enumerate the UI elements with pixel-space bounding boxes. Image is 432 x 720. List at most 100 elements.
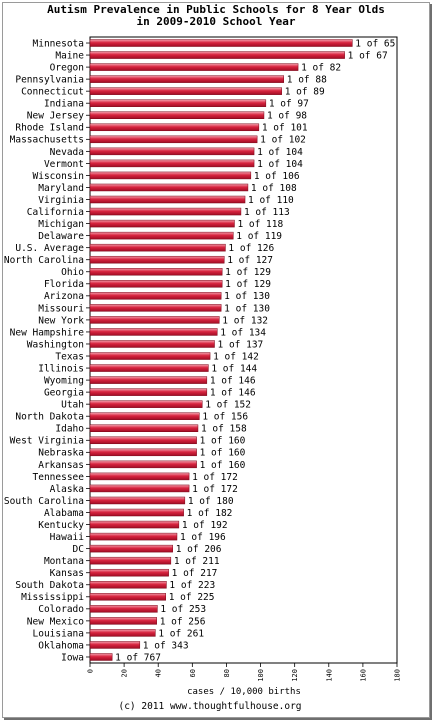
bar bbox=[89, 207, 242, 216]
data-label: 1 of 130 bbox=[224, 303, 270, 314]
category-label: Massachusetts bbox=[10, 135, 84, 146]
category-label: Arizona bbox=[44, 291, 84, 302]
category-label: Nebraska bbox=[38, 448, 84, 459]
bar bbox=[89, 183, 249, 192]
category-label: Oregon bbox=[50, 63, 84, 74]
category-label: Rhode Island bbox=[15, 123, 84, 134]
bar bbox=[89, 51, 345, 59]
bar bbox=[89, 135, 258, 144]
x-tick-label: 20 bbox=[121, 669, 129, 677]
category-label: South Dakota bbox=[15, 580, 84, 591]
bar bbox=[89, 376, 208, 384]
bar bbox=[89, 653, 113, 661]
bar bbox=[89, 147, 255, 156]
x-tick-label: 140 bbox=[325, 669, 333, 682]
category-label: DC bbox=[73, 544, 84, 555]
category-label: Mississippi bbox=[21, 592, 84, 603]
bar bbox=[89, 532, 178, 541]
data-label: 1 of 142 bbox=[213, 351, 259, 362]
data-label: 1 of 767 bbox=[115, 652, 161, 663]
category-label: Nevada bbox=[50, 147, 84, 158]
chart-title-line-2: in 2009-2010 School Year bbox=[137, 15, 296, 28]
x-tick-label: 160 bbox=[359, 669, 367, 682]
bar bbox=[89, 400, 203, 408]
x-tick-label: 180 bbox=[394, 669, 402, 682]
category-label: Colorado bbox=[38, 604, 84, 615]
category-label: Utah bbox=[61, 400, 84, 411]
data-label: 1 of 102 bbox=[260, 135, 306, 146]
data-label: 1 of 182 bbox=[187, 508, 233, 519]
bar bbox=[89, 568, 169, 577]
category-label: Iowa bbox=[61, 652, 84, 663]
category-label: Indiana bbox=[44, 99, 84, 110]
data-label: 1 of 101 bbox=[262, 123, 308, 134]
data-label: 1 of 253 bbox=[160, 604, 206, 615]
category-label: Florida bbox=[44, 279, 84, 290]
category-label: New Jersey bbox=[27, 111, 84, 122]
bar bbox=[89, 292, 222, 300]
bar bbox=[89, 448, 197, 457]
data-label: 1 of 98 bbox=[267, 111, 307, 122]
bar bbox=[89, 231, 234, 240]
bar bbox=[89, 195, 246, 204]
data-label: 1 of 104 bbox=[257, 159, 303, 170]
data-label: 1 of 172 bbox=[192, 472, 238, 483]
bar bbox=[89, 508, 184, 517]
data-label: 1 of 110 bbox=[248, 195, 294, 206]
data-label: 1 of 82 bbox=[301, 63, 341, 74]
bar bbox=[89, 412, 200, 420]
category-label: Texas bbox=[55, 351, 84, 362]
data-label: 1 of 152 bbox=[205, 400, 251, 411]
x-tick-label: 120 bbox=[291, 669, 299, 682]
bar bbox=[89, 388, 208, 396]
data-label: 1 of 211 bbox=[174, 556, 220, 567]
bar bbox=[89, 123, 260, 132]
data-label: 1 of 156 bbox=[202, 412, 248, 423]
data-label: 1 of 160 bbox=[200, 448, 246, 459]
bar bbox=[89, 280, 223, 288]
category-label: Delaware bbox=[38, 231, 84, 242]
category-label: North Dakota bbox=[15, 412, 84, 423]
bar bbox=[89, 87, 282, 95]
bar bbox=[89, 520, 180, 529]
data-label: 1 of 134 bbox=[220, 327, 266, 338]
bar bbox=[89, 268, 223, 276]
data-label: 1 of 130 bbox=[224, 291, 270, 302]
data-label: 1 of 343 bbox=[143, 640, 189, 651]
category-label: Michigan bbox=[38, 219, 84, 230]
data-label: 1 of 192 bbox=[182, 520, 228, 531]
bar bbox=[89, 352, 211, 360]
data-label: 1 of 127 bbox=[227, 255, 273, 266]
x-axis-label: cases / 10,000 births bbox=[187, 687, 301, 697]
category-label: Maine bbox=[55, 50, 84, 61]
category-label: New Hampshire bbox=[10, 327, 85, 338]
category-label: West Virginia bbox=[10, 436, 84, 447]
category-label: Louisiana bbox=[33, 628, 84, 639]
category-label: Illinois bbox=[38, 363, 84, 374]
bar bbox=[89, 159, 255, 168]
category-label: New Mexico bbox=[27, 616, 84, 627]
bar bbox=[89, 629, 156, 637]
data-label: 1 of 118 bbox=[237, 219, 283, 230]
data-label: 1 of 137 bbox=[218, 339, 264, 350]
bar bbox=[89, 556, 172, 565]
category-label: Alaska bbox=[50, 484, 84, 495]
bar bbox=[89, 424, 199, 432]
category-label: Tennessee bbox=[33, 472, 85, 483]
category-label: Arkansas bbox=[38, 460, 84, 471]
data-label: 1 of 104 bbox=[257, 147, 303, 158]
category-label: U.S. Average bbox=[15, 243, 84, 254]
data-label: 1 of 132 bbox=[222, 315, 268, 326]
bar bbox=[89, 617, 157, 625]
bar bbox=[89, 255, 225, 264]
category-label: Hawaii bbox=[50, 532, 85, 543]
data-label: 1 of 129 bbox=[225, 279, 271, 290]
data-label: 1 of 217 bbox=[172, 568, 218, 579]
x-tick-label: 80 bbox=[223, 669, 231, 677]
bar bbox=[89, 593, 166, 601]
category-label: Washington bbox=[27, 339, 84, 350]
bar bbox=[89, 544, 173, 553]
data-label: 1 of 113 bbox=[244, 207, 290, 218]
data-label: 1 of 146 bbox=[210, 388, 256, 399]
